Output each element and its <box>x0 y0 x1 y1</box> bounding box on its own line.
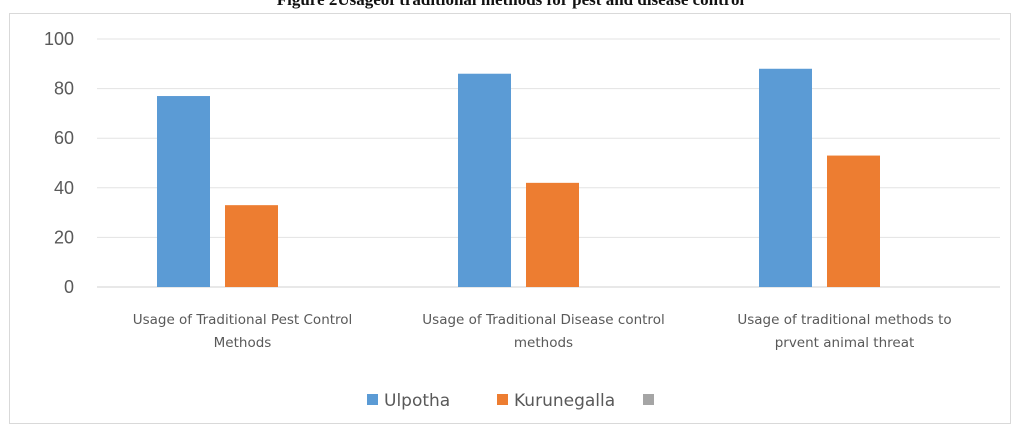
bar-kurunegalla-1 <box>526 182 579 287</box>
figure-caption: Figure 2Usageof traditional methods for … <box>0 0 1021 11</box>
bars <box>157 68 880 287</box>
legend-label: Kurunegalla <box>514 391 615 411</box>
legend-swatch <box>367 394 378 405</box>
x-axis-category-labels: Usage of Traditional Pest Control Methods… <box>133 312 952 351</box>
x-category-label: Usage of Traditional Disease control <box>422 312 664 328</box>
legend-swatch <box>643 394 654 405</box>
y-tick-label: 40 <box>54 178 74 198</box>
x-category-label: prvent animal threat <box>775 335 915 351</box>
x-category-label: Usage of Traditional Pest Control <box>133 312 353 328</box>
x-category-label: Usage of traditional methods to <box>737 312 951 328</box>
legend: Ulpotha Kurunegalla <box>367 391 654 411</box>
bar-ulpotha-2 <box>759 68 812 287</box>
y-tick-label: 100 <box>44 29 74 49</box>
y-tick-label: 0 <box>64 277 74 297</box>
x-category-label: methods <box>514 335 573 351</box>
y-axis-tick-labels: 0 20 40 60 80 100 <box>44 29 74 297</box>
y-tick-label: 80 <box>54 79 74 99</box>
bar-kurunegalla-0 <box>225 205 278 287</box>
legend-swatch <box>497 394 508 405</box>
legend-label: Ulpotha <box>384 391 450 411</box>
bar-kurunegalla-2 <box>827 155 880 287</box>
bar-ulpotha-0 <box>157 96 210 287</box>
x-category-label: Methods <box>214 335 272 351</box>
y-tick-label: 20 <box>54 227 74 247</box>
y-tick-label: 60 <box>54 128 74 148</box>
bar-ulpotha-1 <box>458 73 511 287</box>
